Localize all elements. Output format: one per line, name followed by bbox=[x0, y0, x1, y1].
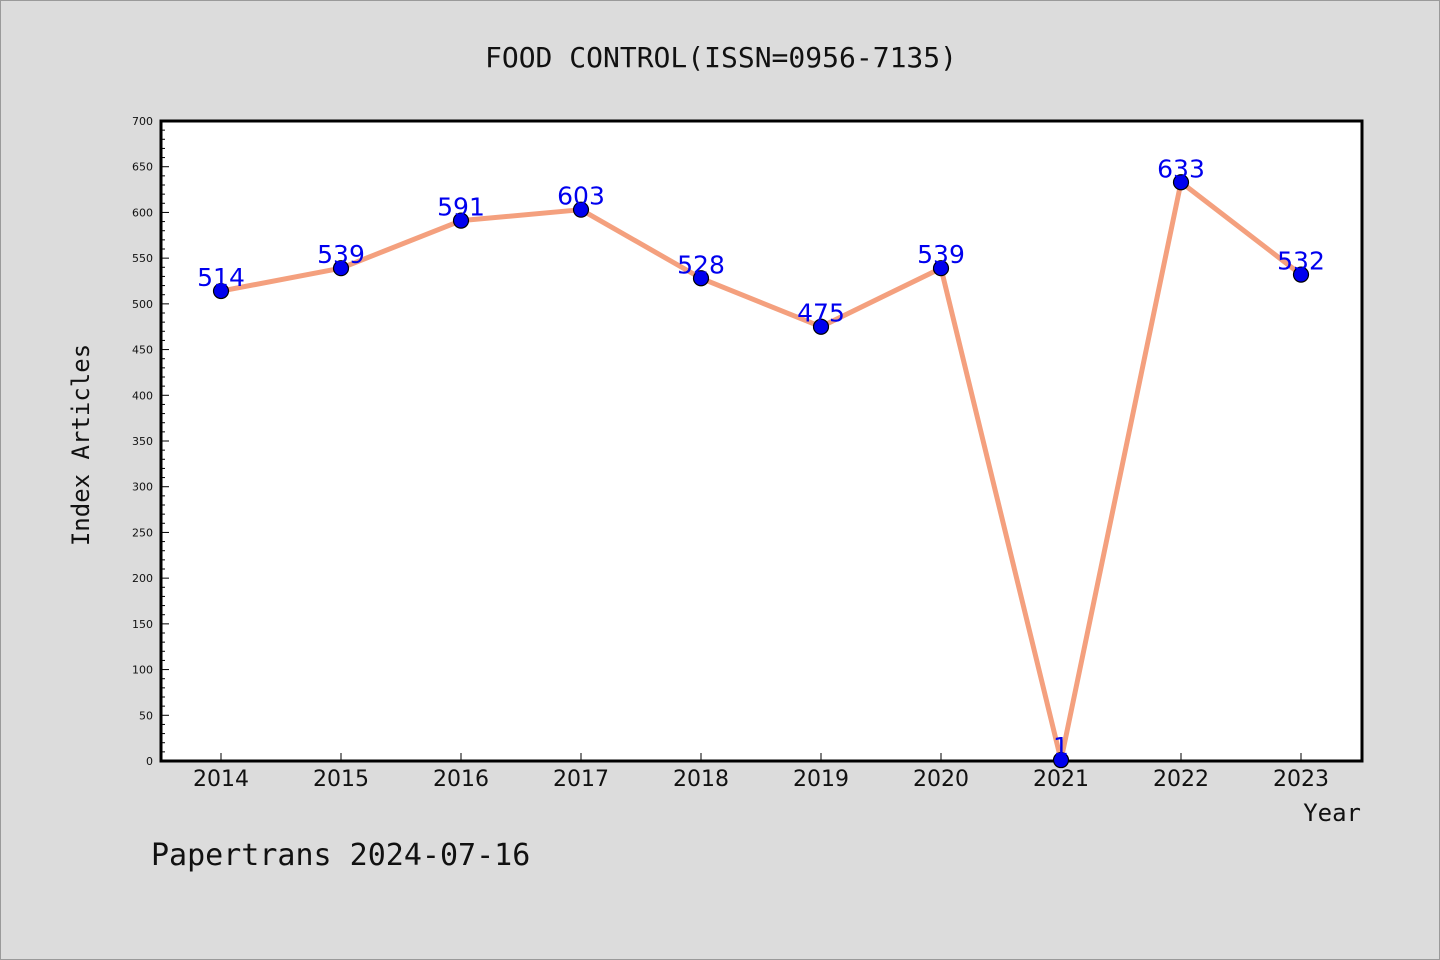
x-tick-label: 2021 bbox=[1033, 767, 1089, 792]
y-tick-label: 450 bbox=[132, 344, 153, 357]
y-tick-label: 500 bbox=[132, 298, 153, 311]
data-label: 514 bbox=[197, 263, 245, 292]
x-tick-label: 2022 bbox=[1153, 767, 1209, 792]
y-tick-label: 250 bbox=[132, 526, 153, 539]
y-tick-label: 150 bbox=[132, 618, 153, 631]
x-tick-label: 2017 bbox=[553, 767, 609, 792]
plot-area bbox=[159, 119, 1364, 763]
data-label: 591 bbox=[437, 193, 485, 222]
y-tick-label: 550 bbox=[132, 252, 153, 265]
y-tick-label: 600 bbox=[132, 206, 153, 219]
series-line bbox=[218, 179, 1304, 763]
x-tick-label: 2019 bbox=[793, 767, 849, 792]
y-tick-label: 650 bbox=[132, 161, 153, 174]
x-tick-label: 2014 bbox=[193, 767, 249, 792]
y-tick-label: 100 bbox=[132, 664, 153, 677]
data-point bbox=[1172, 174, 1190, 191]
y-tick-label: 300 bbox=[132, 481, 153, 494]
data-label: 528 bbox=[677, 250, 725, 279]
data-point bbox=[1052, 751, 1070, 769]
y-tick-label: 400 bbox=[132, 389, 153, 402]
data-point bbox=[932, 260, 950, 277]
data-point bbox=[572, 201, 590, 218]
y-axis-title: Index Articles bbox=[67, 344, 95, 546]
data-label: 539 bbox=[917, 240, 965, 269]
x-axis-title: Year bbox=[1303, 799, 1361, 827]
data-point bbox=[1292, 266, 1310, 283]
y-tick-label: 200 bbox=[132, 572, 153, 585]
y-tick-label: 50 bbox=[139, 709, 153, 722]
data-label: 603 bbox=[557, 182, 605, 211]
data-label: 475 bbox=[797, 299, 845, 328]
data-point bbox=[692, 270, 710, 287]
y-tick-label: 350 bbox=[132, 435, 153, 448]
x-tick-label: 2015 bbox=[313, 767, 369, 792]
data-point bbox=[452, 212, 470, 229]
y-axis-ticks: 0 50 100 150 200 250 300 350 400 450 500 550 600 650 7… bbox=[132, 115, 169, 768]
data-point bbox=[812, 318, 830, 335]
data-point bbox=[332, 260, 350, 277]
footer-credit: Papertrans 2024-07-16 bbox=[151, 838, 530, 873]
y-tick-label: 700 bbox=[132, 115, 153, 128]
x-axis-ticks: 2014 2015 2016 2017 2018 2019 2020 2021 2022 2023 bbox=[193, 753, 1329, 792]
series-layer: 514 539 591 603 528 475 539 1 633 532 bbox=[197, 154, 1325, 769]
y-tick-label: 0 bbox=[146, 755, 153, 768]
x-tick-label: 2016 bbox=[433, 767, 489, 792]
x-tick-label: 2020 bbox=[913, 767, 969, 792]
data-label: 1 bbox=[1053, 732, 1069, 761]
chart-title: FOOD CONTROL(ISSN=0956-7135) bbox=[485, 41, 957, 74]
data-label: 532 bbox=[1277, 247, 1325, 276]
data-point bbox=[212, 282, 230, 300]
data-label: 539 bbox=[317, 240, 365, 269]
x-tick-label: 2018 bbox=[673, 767, 729, 792]
data-label: 633 bbox=[1157, 154, 1205, 183]
x-tick-label: 2023 bbox=[1273, 767, 1329, 792]
